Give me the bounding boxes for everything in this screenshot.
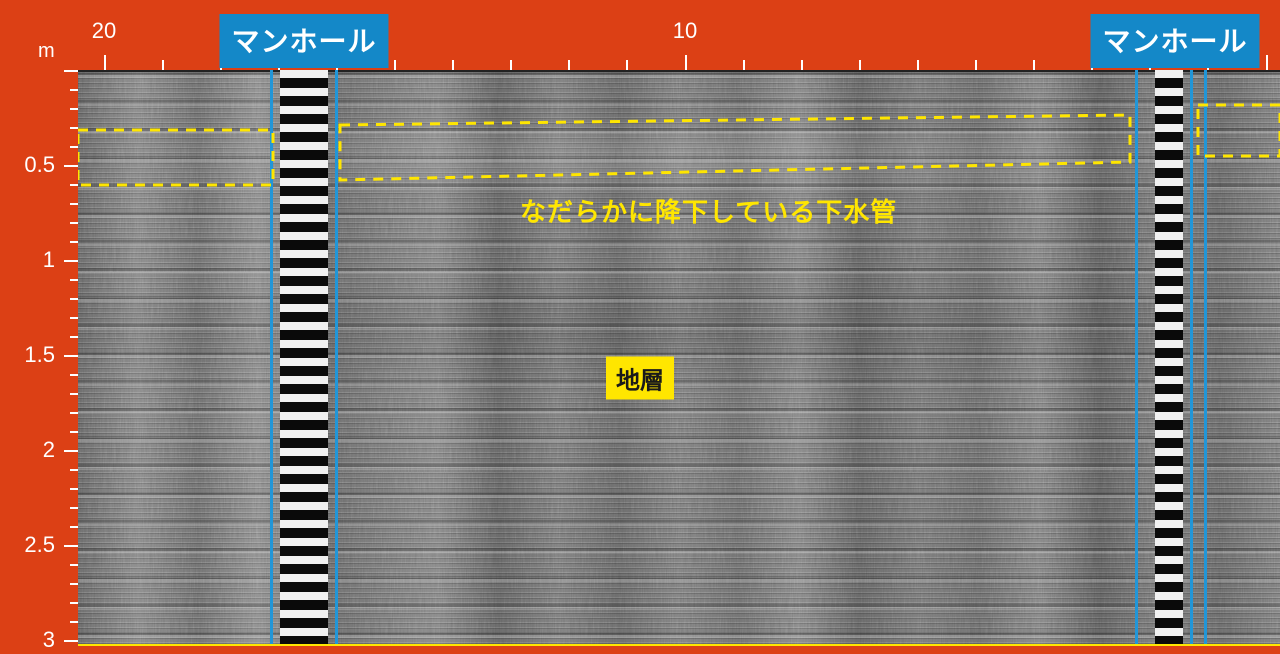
x-tick-major [685, 55, 687, 70]
y-tick-major [64, 450, 78, 452]
y-tick-minor [70, 222, 78, 224]
x-tick-minor [568, 60, 570, 70]
x-tick-minor [626, 60, 628, 70]
x-axis-label: 20 [92, 18, 116, 44]
y-tick-major [64, 165, 78, 167]
manhole-badge-2: マンホール [1090, 14, 1259, 68]
y-tick-minor [70, 412, 78, 414]
x-tick-minor [917, 60, 919, 70]
manhole-column-1 [280, 70, 328, 645]
y-tick-minor [70, 298, 78, 300]
y-tick-minor [70, 146, 78, 148]
y-tick-minor [70, 469, 78, 471]
y-tick-major [64, 640, 78, 642]
y-axis-label: 2 [5, 437, 55, 463]
y-axis-label: 1.5 [5, 342, 55, 368]
pipe-annotation: なだらかに降下している下水管 [520, 192, 897, 229]
x-tick-minor [859, 60, 861, 70]
y-tick-minor [70, 336, 78, 338]
y-tick-minor [70, 184, 78, 186]
x-tick-minor [510, 60, 512, 70]
x-tick-minor [743, 60, 745, 70]
y-tick-minor [70, 564, 78, 566]
y-tick-minor [70, 393, 78, 395]
y-tick-minor [70, 89, 78, 91]
y-tick-minor [70, 374, 78, 376]
y-tick-minor [70, 621, 78, 623]
y-tick-minor [70, 317, 78, 319]
y-tick-major [64, 545, 78, 547]
y-tick-minor [70, 583, 78, 585]
bottom-yellow-line [78, 644, 1280, 646]
manhole-column-2 [1155, 70, 1183, 645]
y-tick-minor [70, 279, 78, 281]
y-tick-minor [70, 241, 78, 243]
x-tick-minor [801, 60, 803, 70]
y-tick-minor [70, 488, 78, 490]
y-axis-label: 1 [5, 247, 55, 273]
manhole-badge-1: マンホール [219, 14, 388, 68]
x-tick-minor [394, 60, 396, 70]
y-axis-label: 2.5 [5, 532, 55, 558]
y-tick-minor [70, 507, 78, 509]
x-tick-minor [162, 60, 164, 70]
y-axis-label: 3 [5, 627, 55, 653]
x-tick-minor [452, 60, 454, 70]
y-axis-unit: m [38, 40, 55, 63]
y-tick-minor [70, 127, 78, 129]
y-tick-minor [70, 602, 78, 604]
y-tick-major [64, 260, 78, 262]
y-tick-minor [70, 526, 78, 528]
x-axis-label: 10 [673, 18, 697, 44]
y-axis-label: 0.5 [5, 152, 55, 178]
x-tick-minor [1033, 60, 1035, 70]
x-tick-major [1266, 55, 1268, 70]
y-tick-minor [70, 108, 78, 110]
radar-image-area [78, 70, 1280, 645]
x-tick-major [104, 55, 106, 70]
gpr-figure: マンホール マンホール なだらかに降下している下水管 地層 m 20 10 0.… [0, 0, 1280, 654]
y-tick-major [64, 355, 78, 357]
y-tick-minor [70, 431, 78, 433]
x-tick-minor [975, 60, 977, 70]
y-tick-major [64, 70, 78, 72]
strata-label: 地層 [606, 357, 674, 400]
y-tick-minor [70, 203, 78, 205]
